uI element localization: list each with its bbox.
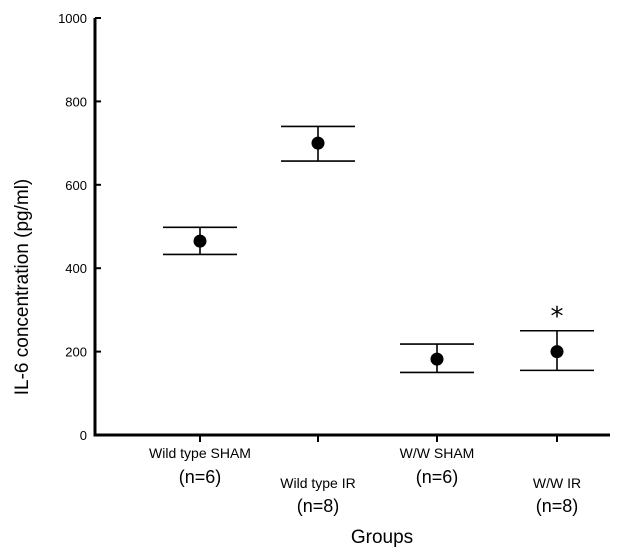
chart-marks: * <box>163 125 594 374</box>
y-tick-label: 800 <box>65 94 87 109</box>
data-point <box>311 136 325 150</box>
data-point <box>550 345 564 359</box>
x-category-n-label: (n=8) <box>536 496 579 516</box>
y-tick-label: 400 <box>65 261 87 276</box>
x-category-n-label: (n=8) <box>297 496 340 516</box>
x-category-n-label: (n=6) <box>416 467 459 487</box>
x-category-label: Wild type SHAM <box>149 445 251 461</box>
data-point <box>430 352 444 366</box>
data-point <box>193 234 207 248</box>
x-category-label: W/W SHAM <box>400 445 475 461</box>
x-category-label: Wild type IR <box>280 475 355 491</box>
y-tick-label: 200 <box>65 345 87 360</box>
x-axis-title: Groups <box>351 527 413 548</box>
significance-marker: * <box>551 302 564 332</box>
y-tick-label: 600 <box>65 178 87 193</box>
axes: 0 200 400 600 800 1000 Wild type SHAM (n=6) Wild… <box>58 11 610 516</box>
y-tick-label: 1000 <box>58 11 87 26</box>
y-tick-label: 0 <box>80 428 87 443</box>
x-category-label: W/W IR <box>533 475 581 491</box>
x-category-n-label: (n=6) <box>179 467 222 487</box>
y-axis-title: IL-6 concentration (pg/ml) <box>12 179 33 396</box>
